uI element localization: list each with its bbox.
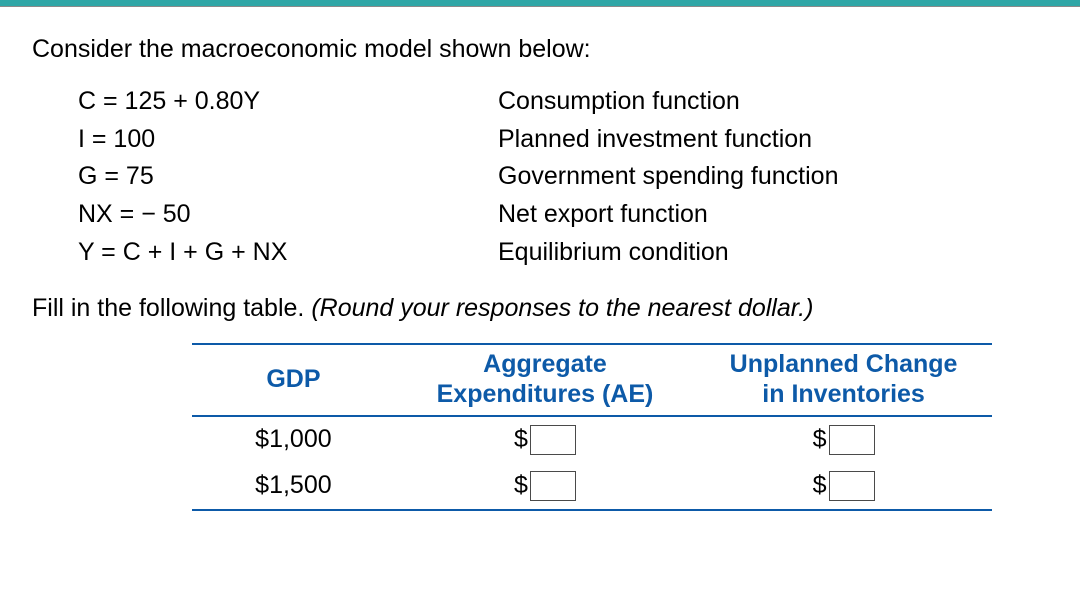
col-header-gdp-text: GDP [266, 365, 320, 393]
ae-input-row1[interactable] [530, 425, 576, 455]
cell-gdp: $1,000 [192, 416, 395, 463]
eq-y-rhs: Equilibrium condition [498, 236, 1028, 270]
col-header-gdp: GDP [192, 344, 395, 416]
col-header-uci: Unplanned Change in Inventories [695, 344, 992, 416]
currency-symbol: $ [514, 423, 528, 457]
eq-c-rhs: Consumption function [498, 85, 1028, 119]
intro-text: Consider the macroeconomic model shown b… [32, 33, 1048, 67]
answer-table-wrap: GDP Aggregate Expenditures (AE) Unplanne… [192, 343, 992, 511]
table-header-row: GDP Aggregate Expenditures (AE) Unplanne… [192, 344, 992, 416]
uci-input-row2[interactable] [829, 471, 875, 501]
currency-symbol: $ [514, 469, 528, 503]
fill-in-prefix: Fill in the following table. [32, 294, 311, 322]
currency-symbol: $ [813, 469, 827, 503]
col-header-uci-line2: in Inventories [762, 380, 925, 408]
uci-input-row1[interactable] [829, 425, 875, 455]
table-row: $1,000 $ $ [192, 416, 992, 463]
eq-g-lhs: G = 75 [78, 160, 498, 194]
cell-ae: $ [395, 463, 695, 510]
fill-in-instruction: Fill in the following table. (Round your… [32, 292, 1048, 326]
eq-nx-rhs: Net export function [498, 198, 1028, 232]
equations-block: C = 125 + 0.80Y Consumption function I =… [78, 85, 1028, 270]
eq-g-rhs: Government spending function [498, 160, 1028, 194]
col-header-ae-line2: Expenditures (AE) [437, 380, 654, 408]
eq-nx-lhs: NX = − 50 [78, 198, 498, 232]
cell-uci: $ [695, 416, 992, 463]
cell-ae: $ [395, 416, 695, 463]
answer-table: GDP Aggregate Expenditures (AE) Unplanne… [192, 343, 992, 511]
eq-i-rhs: Planned investment function [498, 123, 1028, 157]
question-content: Consider the macroeconomic model shown b… [0, 7, 1080, 511]
table-row: $1,500 $ $ [192, 463, 992, 510]
top-accent-bar [0, 0, 1080, 7]
eq-i-lhs: I = 100 [78, 123, 498, 157]
currency-symbol: $ [813, 423, 827, 457]
cell-gdp: $1,500 [192, 463, 395, 510]
cell-uci: $ [695, 463, 992, 510]
ae-input-row2[interactable] [530, 471, 576, 501]
col-header-ae: Aggregate Expenditures (AE) [395, 344, 695, 416]
eq-y-lhs: Y = C + I + G + NX [78, 236, 498, 270]
fill-in-italic: (Round your responses to the nearest dol… [311, 294, 813, 322]
col-header-uci-line1: Unplanned Change [730, 350, 958, 378]
col-header-ae-line1: Aggregate [483, 350, 607, 378]
eq-c-lhs: C = 125 + 0.80Y [78, 85, 498, 119]
